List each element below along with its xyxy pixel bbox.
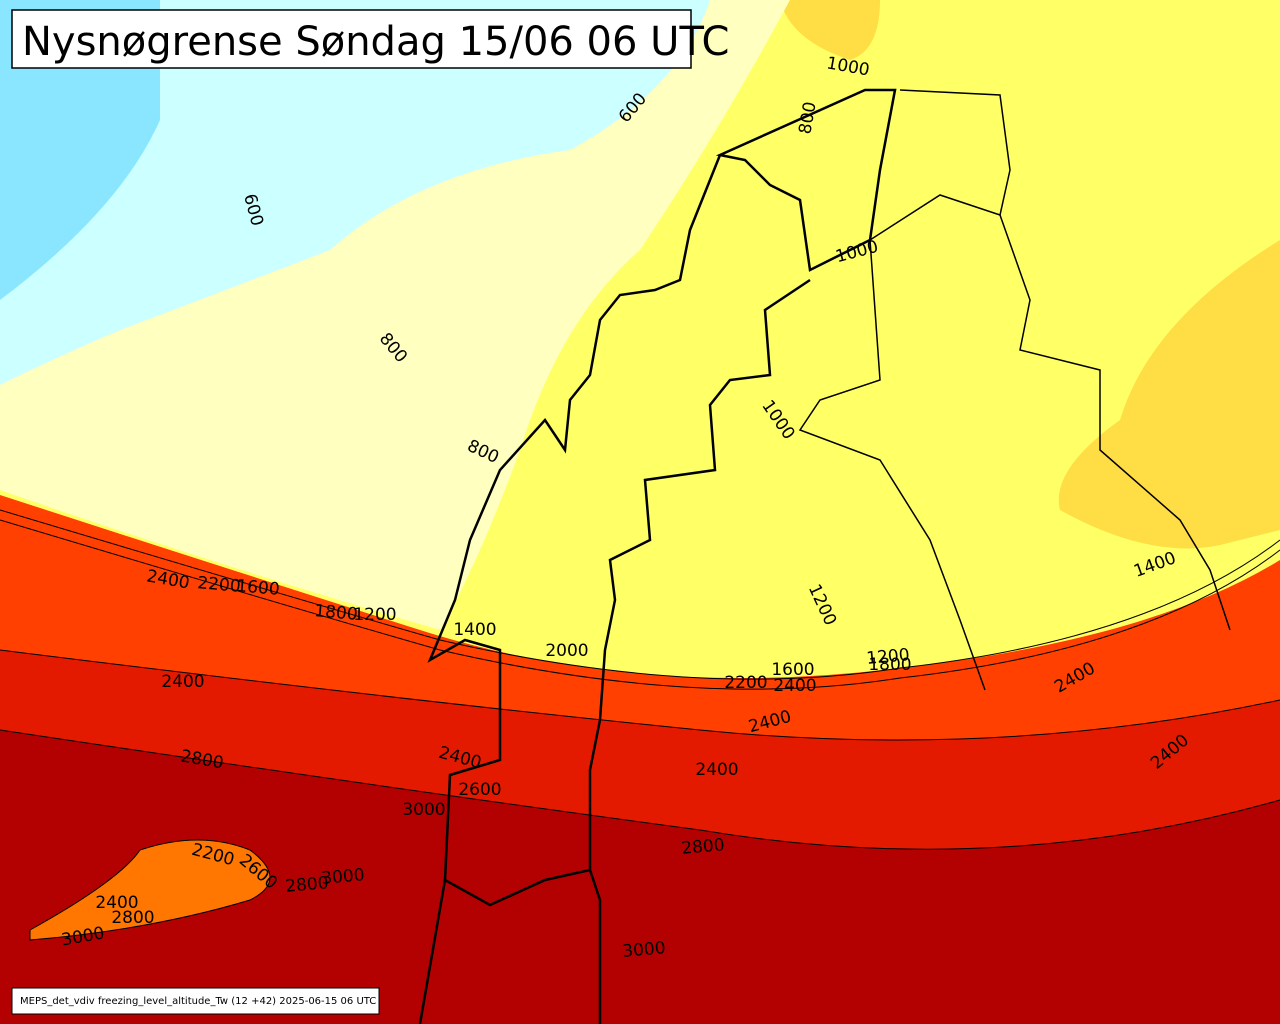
cyan-zone <box>0 0 710 385</box>
country-border <box>418 869 602 1024</box>
contour-label: 1600 <box>236 576 281 600</box>
contour-label: 1800 <box>868 655 911 675</box>
contour-label: 3000 <box>622 938 667 962</box>
blue-zone <box>0 0 160 300</box>
country-border <box>798 89 1011 691</box>
contour-label: 2200 <box>724 673 767 693</box>
footer: MEPS_det_vdiv freezing_level_altitude_Tw… <box>20 996 376 1007</box>
contour-label: 2800 <box>681 835 726 859</box>
title: Nysnøgrense Søndag 15/06 06 UTC <box>22 19 729 65</box>
contour-line <box>0 509 1280 680</box>
warm-yellow-zone <box>780 0 880 60</box>
contour-label: 1600 <box>771 660 814 680</box>
orange-patch <box>29 839 271 941</box>
contour-label: 1200 <box>353 605 396 625</box>
contour-line <box>0 649 1280 741</box>
warm-yellow-zone <box>1058 240 1280 549</box>
contour-line <box>0 729 1280 850</box>
contour-label: 1800 <box>314 601 359 625</box>
contour-label: 2400 <box>773 676 816 696</box>
contour-label: 2600 <box>458 780 501 800</box>
title-box <box>11 9 692 69</box>
contour-line <box>0 519 1280 690</box>
contour-label: 3000 <box>402 800 445 820</box>
footer-box <box>11 987 380 1015</box>
contour-label: 1400 <box>453 620 496 640</box>
contour-label: 2200 <box>197 573 242 597</box>
contour-label: 3000 <box>321 865 366 889</box>
contour-label: 2800 <box>285 873 330 897</box>
country-border <box>427 88 897 907</box>
contour-label: 2000 <box>545 641 588 661</box>
contour-label: 2400 <box>95 893 138 913</box>
contour-label: 2800 <box>111 908 154 928</box>
contour-label: 1200 <box>866 645 911 669</box>
country-border <box>999 214 1231 631</box>
contour-label: 2400 <box>695 760 738 780</box>
contour-label: 2400 <box>161 672 204 692</box>
